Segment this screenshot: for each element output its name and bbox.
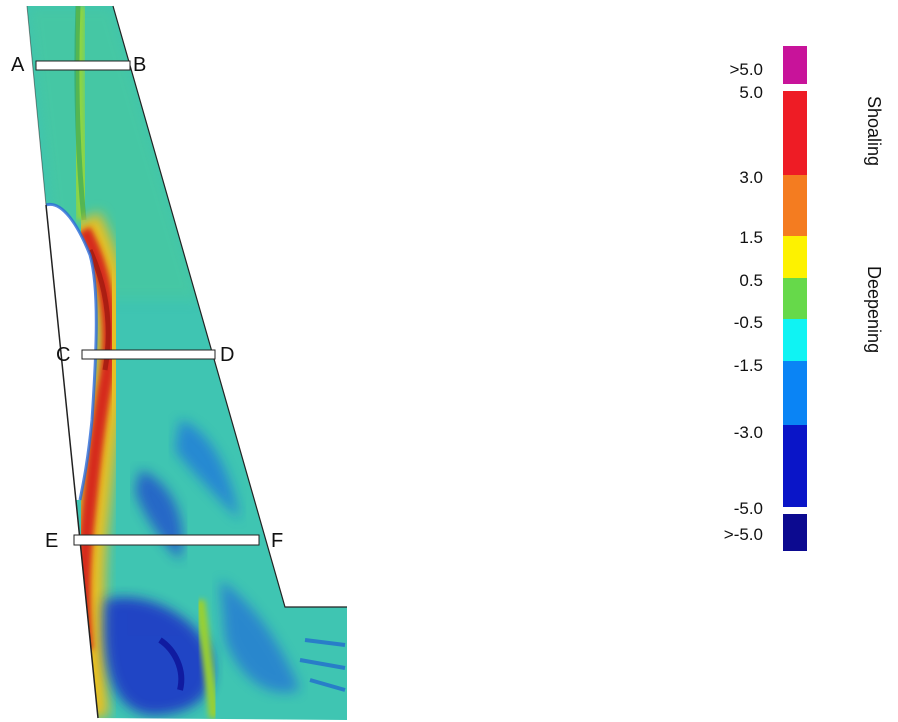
legend-swatch-3-1.5 [783, 175, 807, 236]
section-label-e: E [45, 530, 59, 552]
legend-label-neg1.5: -1.5 [733, 356, 763, 375]
legend-label-5: 5.0 [739, 83, 763, 102]
map-domain [27, 6, 347, 720]
legend-swatch-1.5-0.5 [783, 236, 807, 278]
section-bar-cd [81, 349, 216, 360]
morphology-change-map [26, 5, 347, 720]
legend-swatch-neg3-neg5 [783, 425, 807, 507]
legend-swatch-neg0.5-neg1.5 [783, 319, 807, 361]
legend-label-0.5: 0.5 [739, 271, 763, 290]
legend-label-gt5: >5.0 [729, 60, 763, 79]
legend-swatch-lt-neg5 [783, 514, 807, 551]
section-label-c: C [56, 344, 71, 366]
legend-label-3: 3.0 [739, 168, 763, 187]
legend-label-1.5: 1.5 [739, 228, 763, 247]
legend-label-neg3: -3.0 [733, 423, 763, 442]
section-bar-ef [73, 534, 260, 546]
legend-label-lt-neg5: >-5.0 [723, 525, 763, 544]
section-label-a: A [11, 54, 25, 76]
section-bar-ab [35, 60, 131, 71]
legend-swatch-gt5 [783, 46, 807, 84]
legend-deepening-label: Deepening [864, 266, 884, 354]
legend-swatch-neg1.5-neg3 [783, 361, 807, 425]
legend-swatch-0.5-neg0.5 [783, 278, 807, 319]
legend-label-neg0.5: -0.5 [733, 313, 763, 332]
legend-label-neg5: -5.0 [733, 499, 763, 518]
legend-shoaling-label: Shoaling [864, 96, 884, 167]
legend-swatch-5-3 [783, 91, 807, 175]
section-label-b: B [133, 54, 147, 76]
section-label-d: D [220, 344, 235, 366]
section-label-f: F [271, 530, 284, 552]
